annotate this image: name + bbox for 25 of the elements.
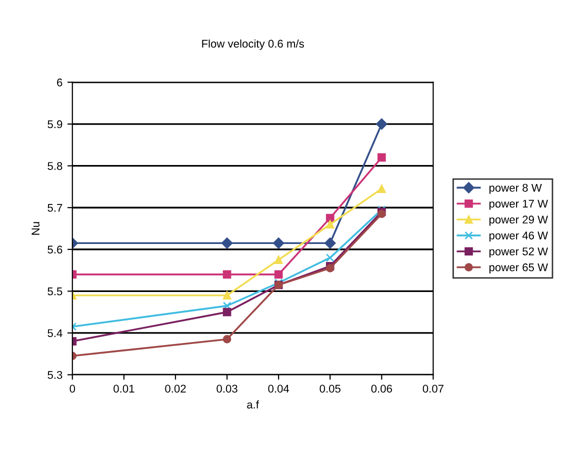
x-tick-label: 0.06 <box>371 384 392 393</box>
y-tick-label: 6 <box>57 78 62 86</box>
x-tick-label: 0.04 <box>268 384 290 393</box>
legend-label: power 52 W <box>489 247 548 258</box>
x-axis-title: a.f <box>247 400 259 409</box>
x-tick-label: 0.05 <box>320 384 340 393</box>
y-tick-label: 5.3 <box>48 371 62 379</box>
x-tick-label: 0 <box>70 384 76 393</box>
x-tick-label: 0.01 <box>114 384 134 393</box>
x-tick-label: 0.07 <box>422 384 444 393</box>
legend-label: power 29 W <box>489 216 548 226</box>
y-tick-label: 5.4 <box>48 329 62 338</box>
legend-label: power 8 W <box>489 184 542 194</box>
legend-label: power 46 W <box>489 232 548 242</box>
y-tick-label: 5.9 <box>48 120 62 128</box>
chart-title: Flow velocity 0.6 m/s <box>202 39 304 50</box>
y-tick-label: 5.6 <box>48 246 62 254</box>
legend-label: power 17 W <box>489 200 548 210</box>
x-tick-label: 0.03 <box>216 384 238 393</box>
legend-label: power 65 W <box>489 263 548 274</box>
y-tick-label: 5.8 <box>48 162 62 170</box>
x-tick-label: 0.02 <box>165 384 186 393</box>
y-tick-label: 5.5 <box>48 288 62 296</box>
y-tick-label: 5.7 <box>48 204 62 212</box>
y-axis-title: Nu <box>32 222 40 235</box>
